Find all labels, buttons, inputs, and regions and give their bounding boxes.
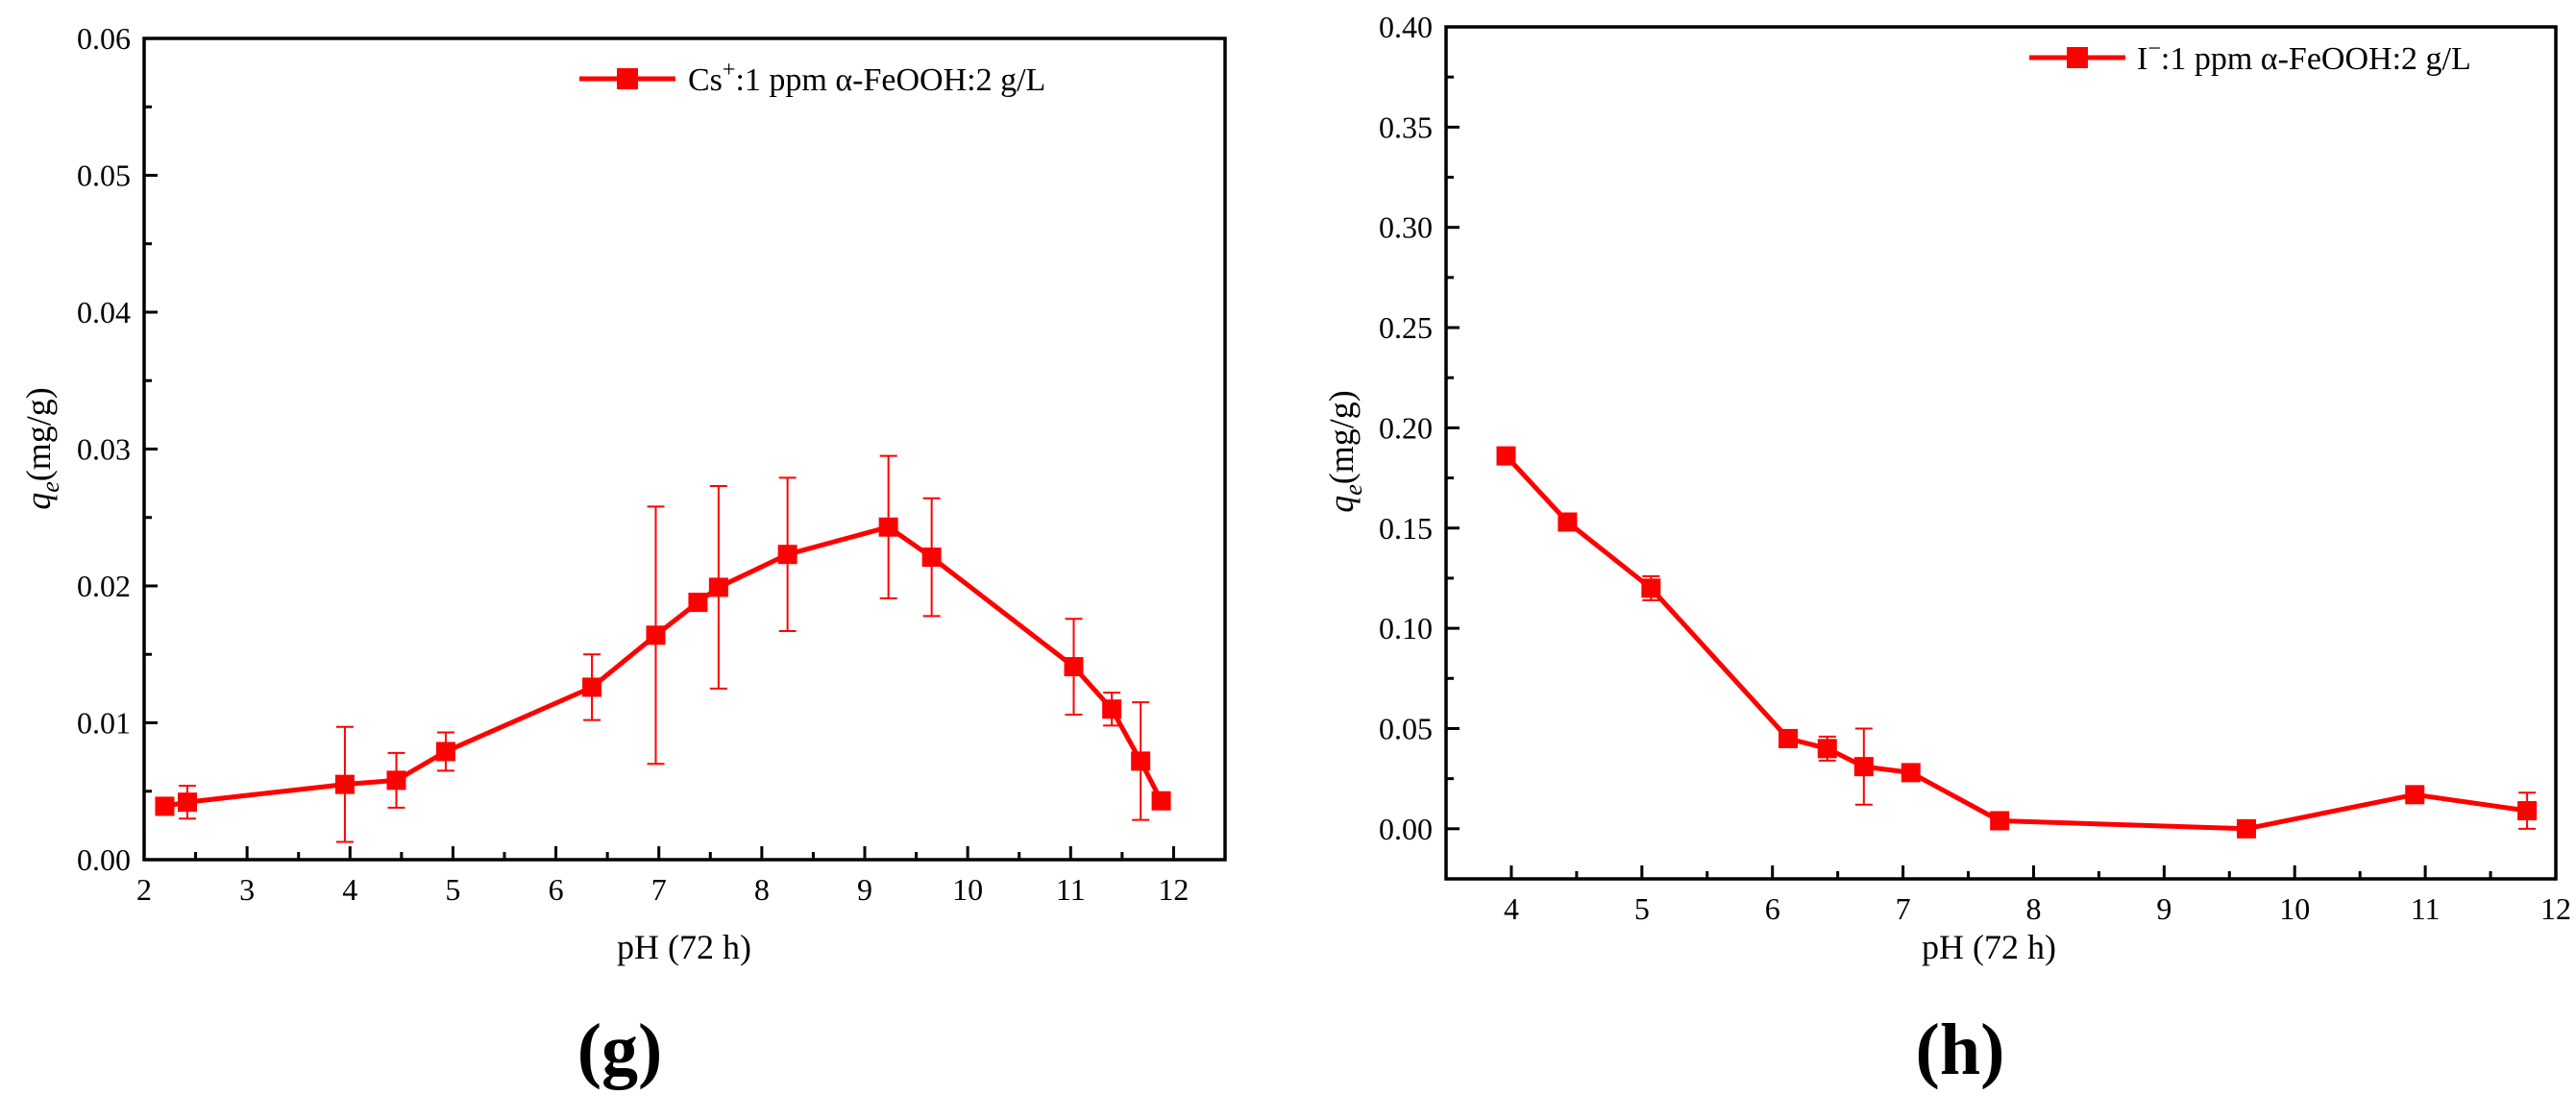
y-tick-label-h-8: 0.40 — [1379, 10, 1433, 44]
data-point-g-11 — [921, 548, 942, 568]
legend-sup-h: − — [2147, 36, 2161, 61]
x-tick-label-h-3: 7 — [1896, 891, 1911, 926]
data-point-g-5 — [582, 677, 602, 697]
series-line-g-0 — [163, 524, 1164, 809]
y-tick-label-g-6: 0.06 — [77, 21, 131, 56]
x-tick-label-g-9: 11 — [1056, 872, 1086, 907]
plot-frame-h — [1444, 25, 2558, 881]
data-point-g-7 — [688, 593, 708, 613]
y-tick-label-g-0: 0.00 — [77, 842, 131, 877]
series-line-h-0 — [1504, 453, 2528, 832]
data-point-g-3 — [386, 770, 406, 791]
data-point-g-9 — [777, 545, 797, 565]
plot-frame-g — [142, 36, 1227, 862]
data-point-g-10 — [878, 517, 898, 537]
y-axis-title-g: qe(mg/g) — [19, 387, 64, 510]
legend-label-g: Cs+:1 ppm α-FeOOH:2 g/L — [688, 58, 1045, 98]
x-tick-label-h-4: 8 — [2025, 891, 2041, 926]
ticks-g: 2 3 4 5 6 7 8 9 10 11 12 0.00 0.01 0.02 0.03 0.04 0.05 0.… — [77, 21, 1189, 907]
legend-sup-g: + — [723, 58, 736, 83]
data-point-h-1 — [1558, 512, 1578, 532]
legend-marker-h — [2067, 47, 2088, 68]
data-point-h-3 — [1779, 728, 1799, 748]
x-tick-label-g-3: 5 — [445, 872, 460, 907]
chart-panel-g: 2 3 4 5 6 7 8 9 10 11 12 0.00 0.01 0.02 0.03 0.04 0.05 0.… — [19, 21, 1227, 1090]
y-tick-label-g-4: 0.04 — [77, 295, 131, 329]
data-point-g-15 — [1151, 791, 1171, 811]
data-point-h-4 — [1817, 739, 1837, 759]
x-tick-label-g-10: 12 — [1158, 872, 1189, 907]
x-tick-label-g-1: 3 — [239, 872, 255, 907]
legend-h: I−:1 ppm α-FeOOH:2 g/L — [2029, 36, 2471, 77]
ticks-h: 4 5 6 7 8 9 10 11 12 0.00 0.05 0.10 0.15 0.20 0.25 0.30… — [1379, 10, 2571, 926]
data-point-h-0 — [1496, 446, 1516, 466]
data-point-g-4 — [435, 742, 455, 762]
data-point-g-1 — [178, 792, 197, 813]
data-point-h-7 — [1990, 811, 2010, 831]
data-point-h-8 — [2236, 818, 2256, 839]
data-point-g-8 — [708, 577, 728, 597]
x-tick-label-g-6: 8 — [754, 872, 770, 907]
y-tick-label-h-5: 0.25 — [1379, 310, 1433, 345]
data-point-g-12 — [1064, 657, 1084, 677]
y-axis-title-sub-g: e — [37, 481, 64, 493]
legend-rest-g: :1 ppm α-FeOOH:2 g/L — [735, 62, 1045, 98]
x-tick-label-g-2: 4 — [342, 872, 357, 907]
y-axis-title-main-g: q — [19, 493, 58, 510]
y-tick-label-g-3: 0.03 — [77, 432, 131, 467]
data-point-h-10 — [2517, 801, 2538, 821]
legend-marker-g — [617, 68, 638, 89]
data-marks-h — [1496, 446, 2538, 839]
legend-rest-h: :1 ppm α-FeOOH:2 g/L — [2161, 41, 2471, 77]
data-marks-g — [155, 454, 1171, 843]
x-tick-label-g-5: 7 — [651, 872, 667, 907]
y-tick-label-h-2: 0.10 — [1379, 611, 1433, 645]
panel-label-h: (h) — [1916, 1010, 2005, 1090]
y-axis-title-rest-h: (mg/g) — [1322, 390, 1361, 484]
x-tick-label-g-4: 6 — [549, 872, 564, 907]
y-axis-title-h: qe(mg/g) — [1322, 390, 1367, 513]
y-tick-label-g-2: 0.02 — [77, 569, 131, 603]
legend-g: Cs+:1 ppm α-FeOOH:2 g/L — [579, 58, 1045, 98]
x-tick-label-h-2: 6 — [1765, 891, 1780, 926]
legend-ion-h: I — [2137, 41, 2147, 77]
x-axis-title-g: pH (72 h) — [617, 928, 751, 966]
data-point-h-6 — [1901, 763, 1921, 783]
data-point-g-14 — [1131, 751, 1151, 771]
data-point-h-2 — [1641, 578, 1661, 598]
x-tick-label-h-1: 5 — [1634, 891, 1650, 926]
y-axis-title-main-h: q — [1322, 496, 1361, 513]
y-axis-title-sub-h: e — [1339, 484, 1367, 496]
x-tick-label-g-0: 2 — [136, 872, 152, 907]
data-point-g-6 — [646, 625, 666, 645]
y-tick-label-g-5: 0.05 — [77, 158, 131, 193]
chart-panel-h: 4 5 6 7 8 9 10 11 12 0.00 0.05 0.10 0.15 0.20 0.25 0.30… — [1322, 10, 2571, 1090]
data-point-g-0 — [155, 796, 175, 816]
y-tick-label-h-3: 0.15 — [1379, 511, 1433, 546]
x-tick-label-h-7: 11 — [2411, 891, 2441, 926]
y-tick-label-h-0: 0.00 — [1379, 812, 1433, 846]
data-point-h-5 — [1853, 757, 1874, 777]
y-tick-label-h-7: 0.35 — [1379, 110, 1433, 144]
y-tick-label-h-4: 0.20 — [1379, 410, 1433, 445]
x-tick-label-g-8: 10 — [952, 872, 983, 907]
data-point-g-13 — [1102, 699, 1122, 719]
x-tick-label-h-8: 12 — [2540, 891, 2571, 926]
x-tick-label-h-5: 9 — [2156, 891, 2171, 926]
y-tick-label-h-1: 0.05 — [1379, 711, 1433, 745]
legend-label-h: I−:1 ppm α-FeOOH:2 g/L — [2137, 36, 2471, 77]
x-tick-label-h-6: 10 — [2279, 891, 2310, 926]
x-tick-label-g-7: 9 — [857, 872, 872, 907]
y-tick-label-g-1: 0.01 — [77, 706, 131, 741]
legend-ion-g: Cs — [688, 62, 723, 98]
x-tick-label-h-0: 4 — [1504, 891, 1519, 926]
panel-label-g: (g) — [577, 1010, 663, 1090]
data-point-g-2 — [334, 774, 355, 794]
x-axis-title-h: pH (72 h) — [1922, 928, 2056, 966]
data-point-h-9 — [2405, 785, 2425, 805]
y-axis-title-rest-g: (mg/g) — [19, 387, 58, 481]
y-tick-label-h-6: 0.30 — [1379, 210, 1433, 245]
